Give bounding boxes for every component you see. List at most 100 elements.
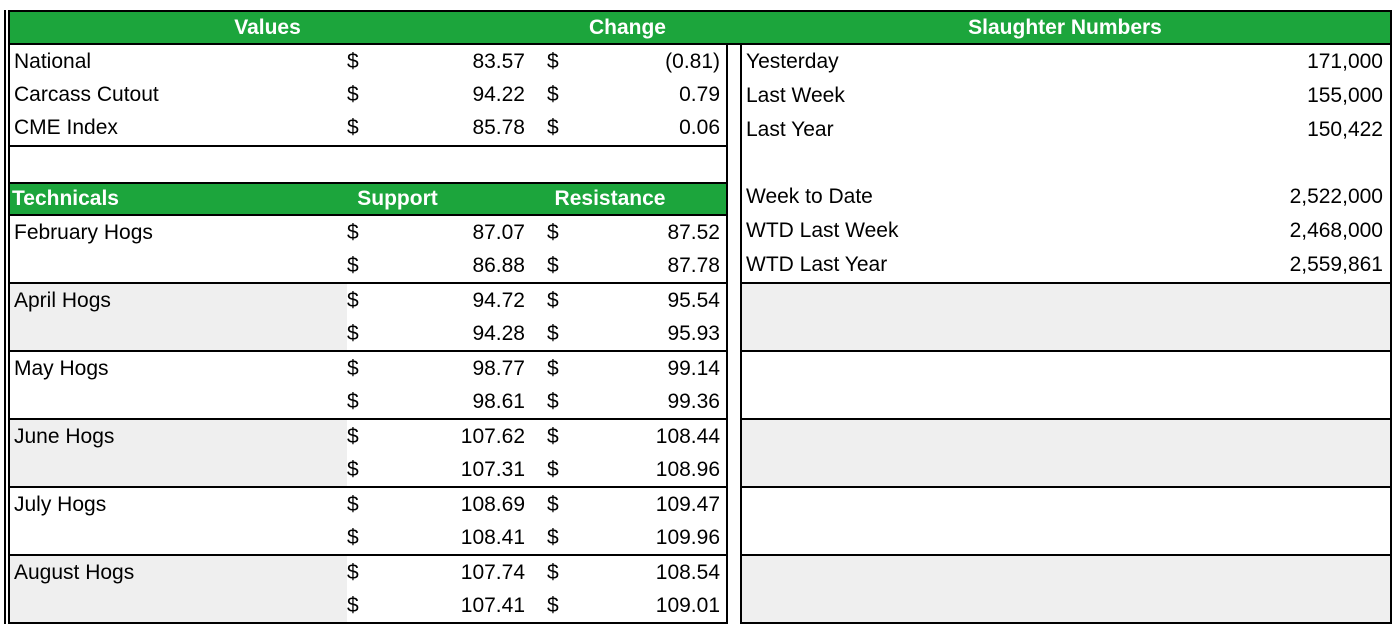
slaughter-row: Last Week 155,000 (742, 79, 1390, 113)
currency-symbol: $ (347, 321, 359, 345)
change-value-cell: 0.06 (679, 116, 720, 140)
value-cell: 2,522,000 (1289, 185, 1383, 209)
currency-symbol: $ (547, 356, 559, 380)
currency-symbol: $ (547, 593, 559, 617)
support-value-cell: 107.62 (460, 424, 525, 448)
support-value-cell: 94.28 (472, 321, 525, 345)
currency-symbol: $ (547, 424, 559, 448)
row-label: Yesterday (746, 49, 839, 73)
value-cell: 2,468,000 (1289, 219, 1383, 243)
resistance-value-cell: 109.96 (655, 525, 720, 549)
resistance-value-cell: 87.52 (667, 220, 720, 244)
slaughter-row: Week to Date 2,522,000 (742, 180, 1390, 214)
technicals-band: August Hogs $107.74 $108.54 $107.41 $109.01 (8, 556, 728, 624)
currency-symbol: $ (347, 492, 359, 516)
currency-symbol: $ (347, 560, 359, 584)
currency-symbol: $ (547, 82, 559, 106)
technicals-row: $107.62 $108.44 (347, 420, 726, 453)
technicals-row: $98.77 $99.14 (347, 352, 726, 385)
change-value-cell: (0.81) (665, 49, 720, 73)
values-header-label: Values (234, 16, 301, 39)
currency-symbol: $ (347, 49, 359, 73)
slaughter-table: Yesterday 171,000 Last Week 155,000 Last Yea… (740, 45, 1392, 284)
slaughter-numbers-header-label: Slaughter Numbers (968, 16, 1162, 39)
row-label: Last Year (746, 117, 834, 141)
technicals-header-bar: Technicals Support Resistance (8, 182, 728, 216)
currency-symbol: $ (347, 593, 359, 617)
slaughter-row: Yesterday 171,000 (742, 45, 1390, 79)
band-rows: $107.74 $108.54 $107.41 $109.01 (347, 556, 726, 622)
support-value-cell: 107.41 (460, 593, 525, 617)
technicals-band: February Hogs $87.07 $87.52 $86.88 $87.78 (8, 216, 728, 284)
resistance-value-cell: 108.44 (655, 424, 720, 448)
slaughter-row (742, 147, 1390, 181)
value-cell: 2,559,861 (1289, 253, 1383, 277)
slaughter-strip (740, 556, 1392, 624)
values-row: CME Index $85.78 $0.06 (10, 112, 726, 145)
currency-symbol: $ (347, 389, 359, 413)
resistance-value-cell: 108.96 (655, 457, 720, 481)
row-label: National (14, 49, 92, 73)
technicals-row: $107.41 $109.01 (347, 589, 726, 622)
slaughter-row: WTD Last Year 2,559,861 (742, 248, 1390, 282)
technicals-row: $94.72 $95.54 (347, 284, 726, 317)
technicals-row: $107.31 $108.96 (347, 453, 726, 486)
slaughter-row: WTD Last Week 2,468,000 (742, 214, 1390, 248)
support-value-cell: 98.61 (472, 389, 525, 413)
currency-symbol: $ (547, 116, 559, 140)
currency-symbol: $ (547, 321, 559, 345)
currency-symbol: $ (347, 457, 359, 481)
row-label: Carcass Cutout (14, 82, 159, 106)
band-label: August Hogs (10, 556, 347, 622)
row-label: Last Week (746, 83, 845, 107)
currency-symbol: $ (347, 253, 359, 277)
slaughter-strip (740, 488, 1392, 556)
value-cell: 94.22 (472, 82, 525, 106)
resistance-value-cell: 95.93 (667, 321, 720, 345)
currency-symbol: $ (547, 220, 559, 244)
currency-symbol: $ (347, 356, 359, 380)
resistance-value-cell: 108.54 (655, 560, 720, 584)
support-value-cell: 108.69 (460, 492, 525, 516)
change-header-label: Change (588, 16, 666, 39)
currency-symbol: $ (347, 424, 359, 448)
value-cell: 171,000 (1307, 49, 1383, 73)
currency-symbol: $ (547, 253, 559, 277)
values-row: Carcass Cutout $94.22 $0.79 (10, 78, 726, 111)
resistance-value-cell: 109.47 (655, 492, 720, 516)
resistance-header-label: Resistance (554, 187, 666, 210)
currency-symbol: $ (547, 389, 559, 413)
resistance-value-cell: 99.14 (667, 356, 720, 380)
technicals-row: $86.88 $87.78 (347, 249, 726, 282)
currency-symbol: $ (547, 288, 559, 312)
row-label: Week to Date (746, 185, 873, 209)
currency-symbol: $ (547, 492, 559, 516)
support-header-label: Support (357, 187, 438, 210)
band-rows: $108.69 $109.47 $108.41 $109.96 (347, 488, 726, 554)
currency-symbol: $ (347, 288, 359, 312)
band-rows: $107.62 $108.44 $107.31 $108.96 (347, 420, 726, 486)
slaughter-row: Last Year 150,422 (742, 113, 1390, 147)
technicals-band: June Hogs $107.62 $108.44 $107.31 $108.96 (8, 420, 728, 488)
band-label: June Hogs (10, 420, 347, 486)
currency-symbol: $ (347, 220, 359, 244)
band-rows: $98.77 $99.14 $98.61 $99.36 (347, 352, 726, 418)
spacer-row (8, 147, 728, 182)
band-rows: $87.07 $87.52 $86.88 $87.78 (347, 216, 726, 282)
technicals-band: May Hogs $98.77 $99.14 $98.61 $99.36 (8, 352, 728, 420)
technicals-row: $108.41 $109.96 (347, 521, 726, 554)
technicals-row: $108.69 $109.47 (347, 488, 726, 521)
currency-symbol: $ (547, 49, 559, 73)
currency-symbol: $ (547, 457, 559, 481)
row-label: CME Index (14, 116, 118, 140)
band-label: April Hogs (10, 284, 347, 350)
technicals-row: $107.74 $108.54 (347, 556, 726, 589)
sheet-left-border-line (4, 10, 6, 624)
band-rows: $94.72 $95.54 $94.28 $95.93 (347, 284, 726, 350)
row-label: WTD Last Year (746, 253, 888, 277)
row-label: WTD Last Week (746, 219, 899, 243)
support-value-cell: 98.77 (472, 356, 525, 380)
resistance-value-cell: 99.36 (667, 389, 720, 413)
technicals-title: Technicals (12, 187, 119, 210)
